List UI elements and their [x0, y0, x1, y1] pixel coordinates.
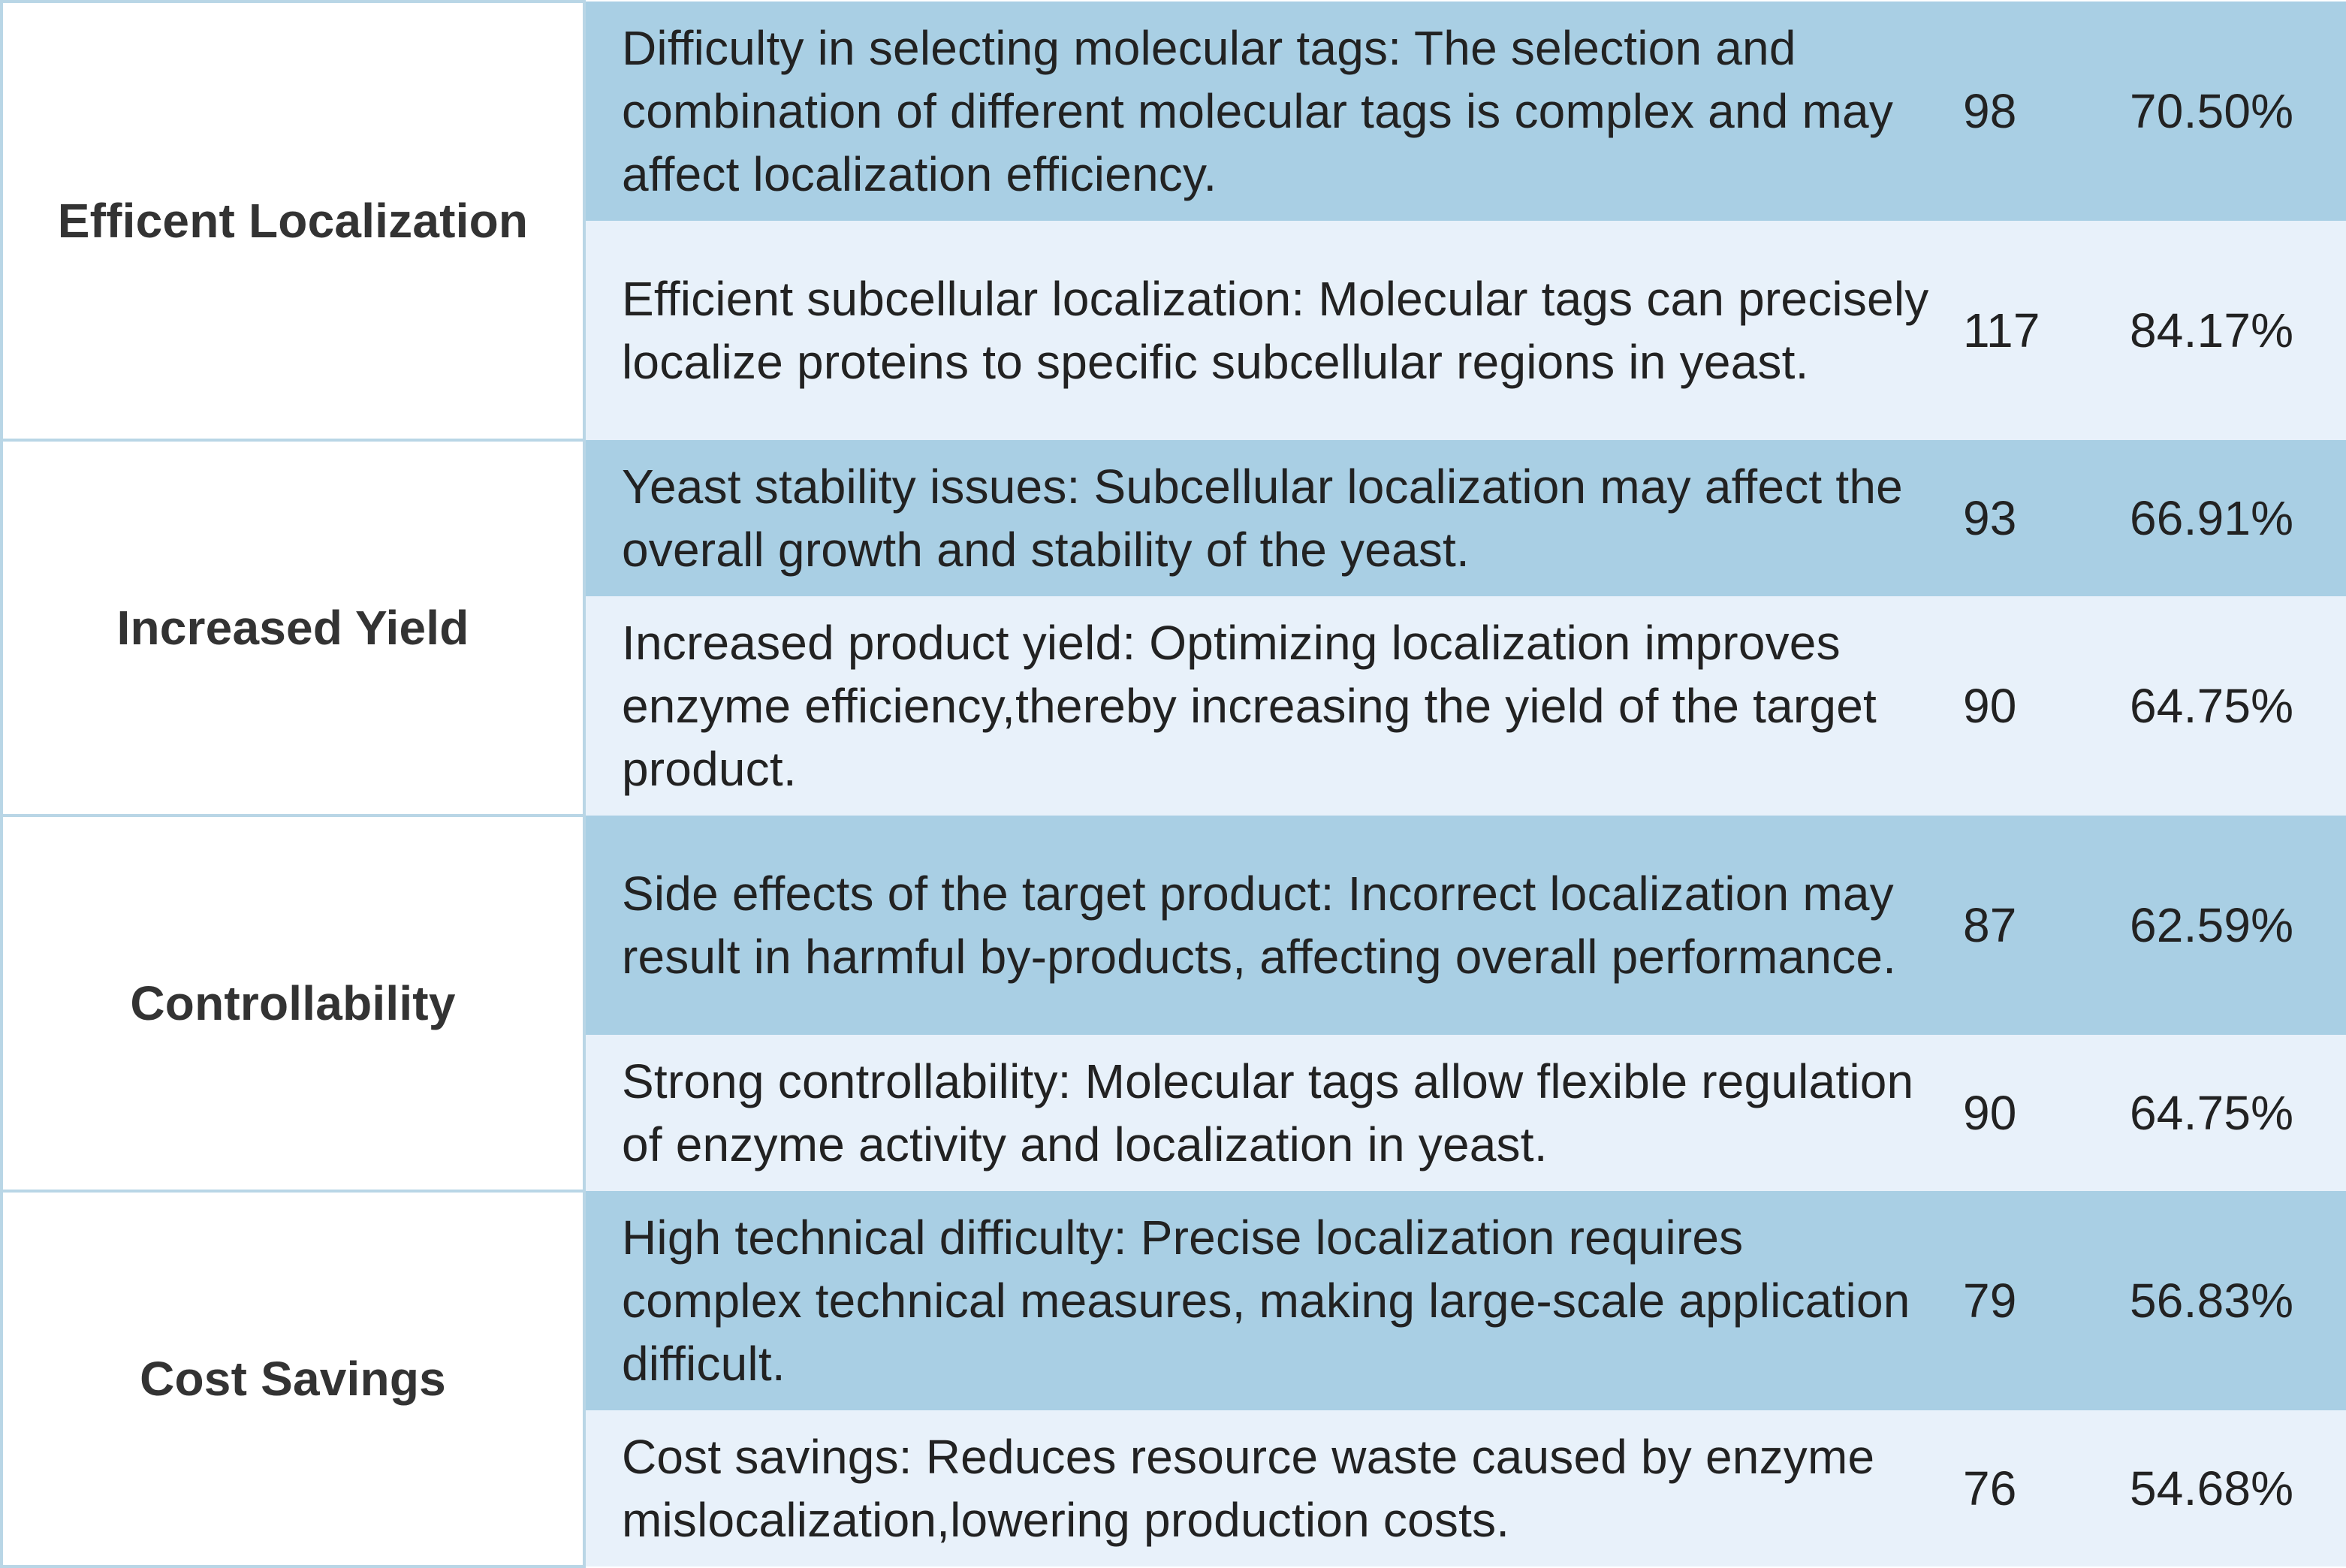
category-cell: Cost Savings: [0, 1191, 586, 1568]
table-row: Controllability Side effects of the targ…: [0, 816, 2346, 1193]
category-cell: Increased Yield: [0, 440, 586, 817]
count-cell: 93: [1949, 440, 2130, 596]
table-row: Cost Savings High technical difficulty: …: [0, 1191, 2346, 1568]
description-cell: High technical difficulty: Precise local…: [584, 1191, 1949, 1410]
table-row: Cost savings: Reduces resource waste cau…: [2, 1410, 2346, 1566]
category-cell: Controllability: [0, 816, 586, 1193]
count-cell: 117: [1949, 221, 2130, 440]
description-cell: Yeast stability issues: Subcellular loca…: [584, 440, 1949, 596]
description-cell: Efficient subcellular localization: Mole…: [584, 221, 1949, 440]
percent-cell: 66.91%: [2130, 440, 2346, 596]
description-cell: Difficulty in selecting molecular tags: …: [584, 2, 1949, 221]
table-row: Efficent Localization Difficulty in sele…: [0, 0, 2346, 442]
percent-cell: 70.50%: [2130, 2, 2346, 221]
count-cell: 90: [1949, 1035, 2130, 1191]
table-row: Efficient subcellular localization: Mole…: [2, 221, 2346, 440]
percent-cell: 62.59%: [2130, 816, 2346, 1035]
description-cell: Side effects of the target product: Inco…: [584, 816, 1949, 1035]
category-cell: Efficent Localization: [0, 0, 586, 442]
count-cell: 79: [1949, 1191, 2130, 1410]
percent-cell: 56.83%: [2130, 1191, 2346, 1410]
count-cell: 76: [1949, 1410, 2130, 1566]
table-row: Increased product yield: Optimizing loca…: [2, 596, 2346, 816]
description-cell: Strong controllability: Molecular tags a…: [584, 1035, 1949, 1191]
count-cell: 90: [1949, 596, 2130, 816]
percent-cell: 54.68%: [2130, 1410, 2346, 1566]
percent-cell: 84.17%: [2130, 221, 2346, 440]
percent-cell: 64.75%: [2130, 596, 2346, 816]
table-row: Increased Yield Yeast stability issues: …: [0, 440, 2346, 817]
description-cell: Increased product yield: Optimizing loca…: [584, 596, 1949, 816]
table-row: Strong controllability: Molecular tags a…: [2, 1035, 2346, 1191]
percent-cell: 64.75%: [2130, 1035, 2346, 1191]
count-cell: 87: [1949, 816, 2130, 1035]
description-cell: Cost savings: Reduces resource waste cau…: [584, 1410, 1949, 1566]
count-cell: 98: [1949, 2, 2130, 221]
